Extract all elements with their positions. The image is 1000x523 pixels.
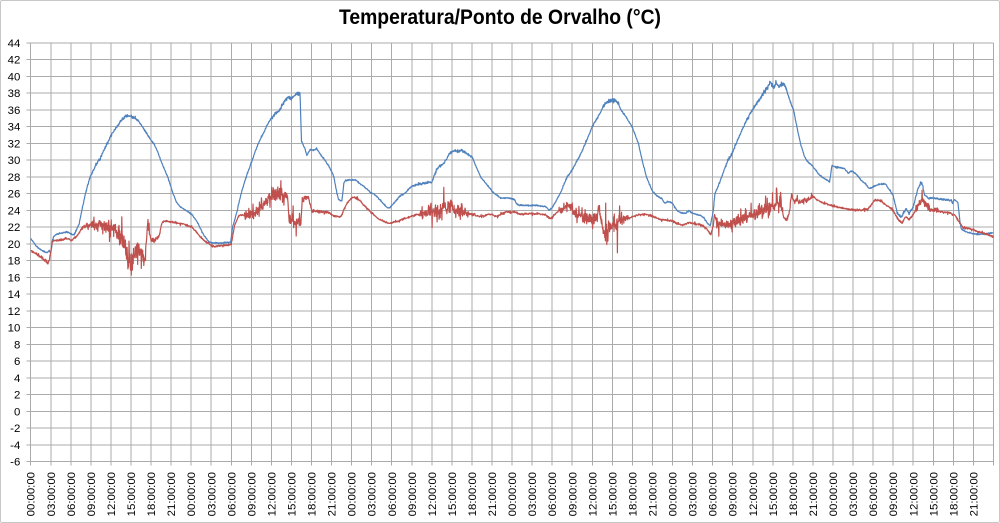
svg-text:-6: -6 (10, 457, 20, 469)
svg-text:00:00:00: 00:00:00 (347, 472, 359, 516)
svg-text:03:00:00: 03:00:00 (367, 472, 379, 516)
svg-text:16: 16 (8, 272, 21, 284)
svg-text:00:00:00: 00:00:00 (828, 472, 840, 516)
svg-text:40: 40 (8, 71, 21, 83)
svg-text:44: 44 (8, 38, 21, 50)
svg-text:09:00:00: 09:00:00 (728, 472, 740, 516)
svg-text:8: 8 (14, 340, 20, 352)
svg-text:4: 4 (14, 373, 20, 385)
svg-text:06:00:00: 06:00:00 (66, 472, 78, 516)
svg-text:21:00:00: 21:00:00 (166, 472, 178, 516)
svg-text:09:00:00: 09:00:00 (86, 472, 98, 516)
svg-text:21:00:00: 21:00:00 (968, 472, 980, 516)
svg-text:03:00:00: 03:00:00 (206, 472, 218, 516)
svg-text:36: 36 (8, 105, 21, 117)
svg-text:09:00:00: 09:00:00 (888, 472, 900, 516)
svg-text:18:00:00: 18:00:00 (628, 472, 640, 516)
svg-text:2: 2 (14, 390, 20, 402)
svg-text:06:00:00: 06:00:00 (708, 472, 720, 516)
svg-text:6: 6 (14, 356, 20, 368)
svg-text:15:00:00: 15:00:00 (287, 472, 299, 516)
svg-text:18:00:00: 18:00:00 (788, 472, 800, 516)
svg-text:30: 30 (8, 155, 21, 167)
svg-text:00:00:00: 00:00:00 (26, 472, 38, 516)
svg-text:06:00:00: 06:00:00 (226, 472, 238, 516)
svg-text:38: 38 (8, 88, 21, 100)
svg-text:34: 34 (8, 122, 21, 134)
svg-text:42: 42 (8, 55, 21, 67)
svg-text:00:00:00: 00:00:00 (507, 472, 519, 516)
svg-text:21:00:00: 21:00:00 (648, 472, 660, 516)
svg-text:22: 22 (8, 222, 21, 234)
svg-text:12: 12 (8, 306, 21, 318)
svg-text:09:00:00: 09:00:00 (567, 472, 579, 516)
svg-text:15:00:00: 15:00:00 (768, 472, 780, 516)
svg-text:12:00:00: 12:00:00 (587, 472, 599, 516)
svg-text:18:00:00: 18:00:00 (146, 472, 158, 516)
svg-text:09:00:00: 09:00:00 (246, 472, 258, 516)
svg-text:21:00:00: 21:00:00 (487, 472, 499, 516)
svg-text:-4: -4 (10, 440, 20, 452)
svg-text:0: 0 (14, 407, 20, 419)
svg-text:28: 28 (8, 172, 21, 184)
svg-text:10: 10 (8, 323, 21, 335)
svg-text:15:00:00: 15:00:00 (928, 472, 940, 516)
svg-text:32: 32 (8, 138, 21, 150)
svg-text:12:00:00: 12:00:00 (266, 472, 278, 516)
svg-text:Temperatura/Ponto de Orvalho (: Temperatura/Ponto de Orvalho (°C) (339, 6, 661, 29)
svg-text:18: 18 (8, 256, 21, 268)
svg-text:21:00:00: 21:00:00 (808, 472, 820, 516)
svg-text:06:00:00: 06:00:00 (387, 472, 399, 516)
svg-text:24: 24 (8, 205, 21, 217)
svg-text:18:00:00: 18:00:00 (948, 472, 960, 516)
svg-text:12:00:00: 12:00:00 (106, 472, 118, 516)
svg-text:00:00:00: 00:00:00 (668, 472, 680, 516)
svg-text:12:00:00: 12:00:00 (427, 472, 439, 516)
svg-text:03:00:00: 03:00:00 (848, 472, 860, 516)
svg-text:12:00:00: 12:00:00 (908, 472, 920, 516)
svg-text:-2: -2 (10, 423, 20, 435)
svg-text:15:00:00: 15:00:00 (126, 472, 138, 516)
svg-text:12:00:00: 12:00:00 (748, 472, 760, 516)
svg-text:18:00:00: 18:00:00 (307, 472, 319, 516)
svg-text:14: 14 (8, 289, 21, 301)
svg-text:20: 20 (8, 239, 21, 251)
svg-text:06:00:00: 06:00:00 (868, 472, 880, 516)
svg-text:15:00:00: 15:00:00 (607, 472, 619, 516)
svg-text:18:00:00: 18:00:00 (467, 472, 479, 516)
svg-text:06:00:00: 06:00:00 (547, 472, 559, 516)
svg-text:03:00:00: 03:00:00 (527, 472, 539, 516)
svg-text:03:00:00: 03:00:00 (688, 472, 700, 516)
svg-text:21:00:00: 21:00:00 (327, 472, 339, 516)
svg-text:26: 26 (8, 189, 21, 201)
svg-text:00:00:00: 00:00:00 (186, 472, 198, 516)
svg-text:15:00:00: 15:00:00 (447, 472, 459, 516)
svg-text:03:00:00: 03:00:00 (46, 472, 58, 516)
svg-text:09:00:00: 09:00:00 (407, 472, 419, 516)
